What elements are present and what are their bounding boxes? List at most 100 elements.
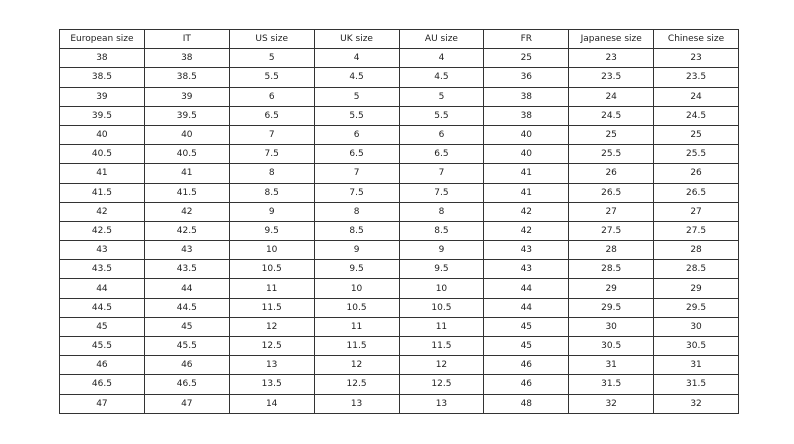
table-row: 44 44 11 10 10 44 29 29: [59, 278, 739, 299]
table-row: 41.5 41.5 8.5 7.5 7.5 41 26.5 26.5: [59, 182, 739, 203]
table-cell: 41: [59, 163, 145, 184]
table-cell: 4: [313, 48, 400, 69]
table-cell: 40.5: [59, 144, 145, 165]
table-cell: 7: [313, 163, 400, 184]
table-cell: 42: [59, 201, 145, 222]
table-cell: 32: [568, 393, 655, 414]
table-row: 45.5 45.5 12.5 11.5 11.5 45 30.5 30.5: [59, 335, 739, 357]
table-cell: 38: [483, 86, 570, 107]
table-cell: 13: [313, 393, 400, 414]
table-cell: 42: [483, 201, 570, 222]
table-cell: 25.5: [653, 144, 739, 165]
table-cell: 43.5: [59, 259, 145, 280]
table-cell: 23: [653, 48, 739, 69]
table-cell: 11.5: [228, 297, 315, 318]
table-cell: 45.5: [143, 335, 230, 357]
table-cell: 44.5: [59, 297, 145, 318]
table-cell: 8: [398, 201, 485, 222]
table-cell: 24.5: [653, 105, 739, 126]
table-cell: 38.5: [143, 67, 230, 88]
table-cell: 42.5: [59, 220, 145, 242]
column-header: FR: [483, 28, 570, 50]
column-header: Japanese size: [568, 28, 655, 50]
column-header: IT: [143, 28, 230, 50]
table-cell: 10: [313, 278, 400, 299]
column-header: US size: [228, 28, 315, 50]
table-cell: 4.5: [398, 67, 485, 88]
table-cell: 27.5: [568, 220, 655, 242]
table-cell: 9: [313, 240, 400, 261]
table-row: 42 42 9 8 8 42 27 27: [59, 201, 739, 222]
table-cell: 31: [653, 355, 739, 376]
table-cell: 12.5: [398, 374, 485, 395]
table-cell: 26: [568, 163, 655, 184]
table-cell: 10.5: [313, 297, 400, 318]
table-cell: 5.5: [313, 105, 400, 126]
table-cell: 29.5: [568, 297, 655, 318]
table-cell: 39: [143, 86, 230, 107]
table-cell: 25.5: [568, 144, 655, 165]
table-cell: 28.5: [568, 259, 655, 280]
table-cell: 5.5: [398, 105, 485, 126]
table-cell: 24: [653, 86, 739, 107]
table-row: 39.5 39.5 6.5 5.5 5.5 38 24.5 24.5: [59, 105, 739, 126]
table-row: 43 43 10 9 9 43 28 28: [59, 240, 739, 261]
table-cell: 10: [228, 240, 315, 261]
table-cell: 26.5: [568, 182, 655, 203]
column-header: Chinese size: [653, 28, 739, 50]
table-row: 38.5 38.5 5.5 4.5 4.5 36 23.5 23.5: [59, 67, 739, 88]
table-cell: 7: [228, 124, 315, 146]
table-cell: 7.5: [313, 182, 400, 203]
table-cell: 38: [483, 105, 570, 126]
table-row: 39 39 6 5 5 38 24 24: [59, 86, 739, 107]
table-cell: 40: [59, 124, 145, 146]
table-cell: 29: [568, 278, 655, 299]
table-cell: 13: [398, 393, 485, 414]
table-cell: 28: [568, 240, 655, 261]
table-cell: 44: [143, 278, 230, 299]
table-cell: 31.5: [653, 374, 739, 395]
table-cell: 45: [143, 316, 230, 338]
table-cell: 38: [59, 48, 145, 69]
table-cell: 39: [59, 86, 145, 107]
table-cell: 46: [143, 355, 230, 376]
table-cell: 27.5: [653, 220, 739, 242]
table-cell: 23.5: [568, 67, 655, 88]
table-cell: 30.5: [568, 335, 655, 357]
table-cell: 47: [59, 393, 145, 414]
table-cell: 29.5: [653, 297, 739, 318]
table-cell: 24: [568, 86, 655, 107]
table-cell: 14: [228, 393, 315, 414]
table-cell: 9.5: [228, 220, 315, 242]
table-row: 44.5 44.5 11.5 10.5 10.5 44 29.5 29.5: [59, 297, 739, 318]
table-row: 47 47 14 13 13 48 32 32: [59, 393, 739, 414]
table-cell: 27: [568, 201, 655, 222]
table-cell: 43: [483, 240, 570, 261]
table-cell: 29: [653, 278, 739, 299]
table-row: 40.5 40.5 7.5 6.5 6.5 40 25.5 25.5: [59, 144, 739, 165]
table-cell: 6.5: [313, 144, 400, 165]
table-cell: 46: [483, 355, 570, 376]
table-cell: 5.5: [228, 67, 315, 88]
table-cell: 7.5: [398, 182, 485, 203]
table-cell: 31: [568, 355, 655, 376]
table-cell: 38.5: [59, 67, 145, 88]
table-cell: 13.5: [228, 374, 315, 395]
table-cell: 25: [653, 124, 739, 146]
table-cell: 11.5: [398, 335, 485, 357]
table-cell: 9: [398, 240, 485, 261]
table-cell: 46.5: [59, 374, 145, 395]
table-cell: 40: [483, 124, 570, 146]
table-cell: 45.5: [59, 335, 145, 357]
table-cell: 43.5: [143, 259, 230, 280]
table-cell: 7: [398, 163, 485, 184]
table-cell: 11: [313, 316, 400, 338]
column-header: UK size: [313, 28, 400, 50]
table-cell: 23: [568, 48, 655, 69]
table-cell: 46: [59, 355, 145, 376]
table-row: 46.5 46.5 13.5 12.5 12.5 46 31.5 31.5: [59, 374, 739, 395]
table-cell: 13: [228, 355, 315, 376]
size-conversion-table: European size IT US size UK size AU size FR Ja…: [59, 28, 739, 414]
table-cell: 10: [398, 278, 485, 299]
table-cell: 45: [483, 335, 570, 357]
